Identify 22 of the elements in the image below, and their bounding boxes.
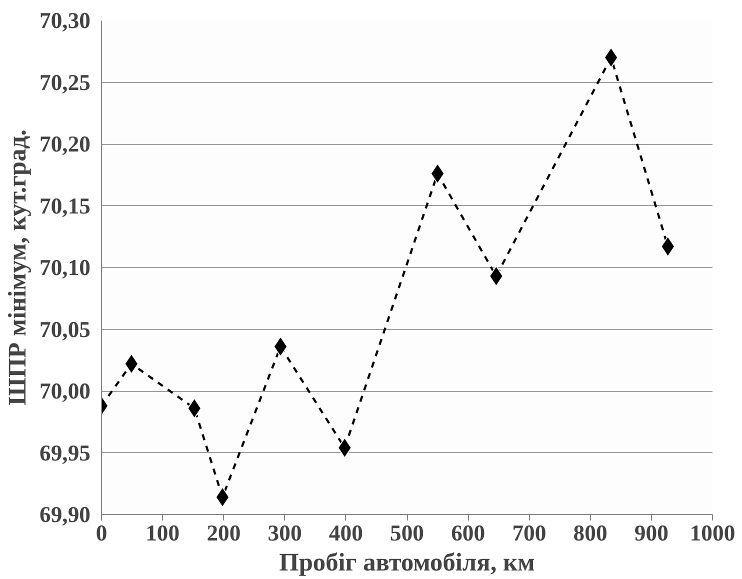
x-tick-label: 300 xyxy=(268,520,302,546)
x-tick-label: 500 xyxy=(390,520,424,546)
x-tick-label: 700 xyxy=(512,520,546,546)
y-tick-label: 70,10 xyxy=(40,255,91,280)
y-tick-label: 70,05 xyxy=(40,316,91,342)
x-tick-label: 400 xyxy=(328,520,363,546)
y-tick-label: 70,20 xyxy=(40,132,91,156)
x-tick-label: 100 xyxy=(146,520,180,546)
x-tick-label: 900 xyxy=(634,520,668,546)
y-tick-label: 69,95 xyxy=(40,440,91,466)
y-tick-label: 70,00 xyxy=(40,378,91,404)
y-tick-label: 70,30 xyxy=(40,8,91,33)
x-tick-label: 1000 xyxy=(690,520,736,546)
x-tick-label: 800 xyxy=(573,520,608,546)
x-tick-label: 0 xyxy=(96,520,108,546)
x-tick-label: 600 xyxy=(451,520,486,546)
x-axis-title: Пробіг автомобіля, км xyxy=(279,548,535,576)
y-tick-label: 70,25 xyxy=(40,70,91,95)
y-axis-title: ШПР мінімум, кут.град. xyxy=(4,130,32,406)
x-tick-label: 200 xyxy=(206,520,241,546)
y-tick-label: 69,90 xyxy=(40,502,91,527)
y-tick-label: 70,15 xyxy=(40,193,91,218)
